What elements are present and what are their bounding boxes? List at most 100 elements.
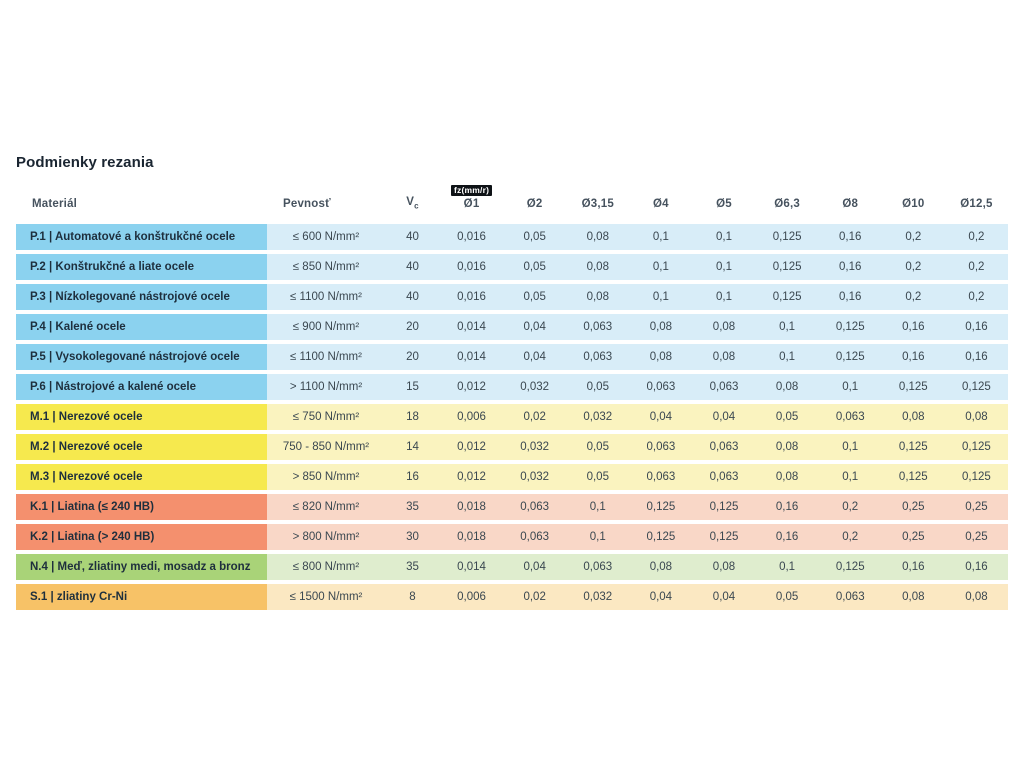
fz-cell-d8: 0,16 bbox=[902, 561, 925, 573]
material-cell: N.4 | Meď, zliatiny medi, mosadz a bronz bbox=[16, 554, 267, 580]
fz-cell-d6: 0,08 bbox=[775, 471, 799, 483]
fz-cell-d1: 0,014 bbox=[457, 561, 486, 573]
fz-cell-d5: 0,1 bbox=[715, 291, 732, 303]
material-cell: P.4 | Kalené ocele bbox=[16, 314, 267, 340]
vc-cell: 8 bbox=[409, 591, 416, 603]
fz-cell-d1: 0,016 bbox=[457, 291, 486, 303]
fz-cell-d4: 0,04 bbox=[649, 411, 673, 423]
fz-cell-d7: 0,1 bbox=[842, 441, 859, 453]
fz-cell-d2: 0,05 bbox=[523, 291, 546, 303]
fz-cell-d9: 0,16 bbox=[965, 561, 988, 573]
fz-cell-d3: 0,032 bbox=[583, 411, 613, 423]
material-cell: K.1 | Liatina (≤ 240 HB) bbox=[16, 494, 267, 520]
fz-cell-d9: 0,2 bbox=[968, 291, 985, 303]
column-header-diameter-3: Ø3,15 bbox=[581, 198, 614, 210]
fz-cell-d5: 0,04 bbox=[712, 591, 736, 603]
vc-cell: 14 bbox=[406, 441, 419, 453]
page-title: Podmienky rezania bbox=[16, 154, 154, 171]
fz-cell-d5: 0,063 bbox=[709, 381, 739, 393]
table-row-p-3: P.4 | Kalené ocele ≤ 900 N/mm² 20 0,014 0,04… bbox=[16, 314, 1008, 340]
vc-cell: 16 bbox=[406, 471, 419, 483]
fz-cell-d1: 0,014 bbox=[457, 321, 486, 333]
column-header-diameter-1: fz(mm/r) Ø1 bbox=[440, 184, 503, 214]
fz-cell-d4: 0,1 bbox=[652, 291, 669, 303]
fz-cell-d5: 0,08 bbox=[712, 351, 736, 363]
fz-cell-d3: 0,063 bbox=[583, 351, 613, 363]
material-cell: M.3 | Nerezové ocele bbox=[16, 464, 267, 490]
column-header-strength: Pevnosť bbox=[283, 198, 331, 210]
fz-cell-d6: 0,1 bbox=[779, 321, 796, 333]
vc-cell: 20 bbox=[406, 321, 419, 333]
fz-cell-d3: 0,032 bbox=[583, 591, 613, 603]
column-header-vc: Vc bbox=[406, 195, 419, 210]
table-row-p-5: P.6 | Nástrojové a kalené ocele > 1100 N/… bbox=[16, 374, 1008, 400]
fz-cell-d5: 0,08 bbox=[712, 321, 736, 333]
fz-cell-d5: 0,04 bbox=[712, 411, 736, 423]
material-cell: P.3 | Nízkolegované nástrojové ocele bbox=[16, 284, 267, 310]
fz-cell-d7: 0,125 bbox=[835, 351, 865, 363]
column-header-material: Materiál bbox=[32, 198, 78, 210]
vc-cell: 35 bbox=[406, 561, 419, 573]
material-cell: S.1 | zliatiny Cr-Ni bbox=[16, 584, 267, 610]
fz-cell-d3: 0,05 bbox=[586, 381, 609, 393]
fz-cell-d9: 0,125 bbox=[962, 471, 991, 483]
fz-cell-d7: 0,125 bbox=[835, 321, 865, 333]
fz-cell-d9: 0,25 bbox=[965, 501, 988, 513]
fz-cell-d8: 0,125 bbox=[898, 441, 928, 453]
fz-cell-d1: 0,018 bbox=[457, 501, 486, 513]
vc-cell: 40 bbox=[406, 231, 419, 243]
fz-cell-d6: 0,1 bbox=[779, 561, 796, 573]
fz-cell-d1: 0,006 bbox=[457, 411, 486, 423]
material-cell: K.2 | Liatina (> 240 HB) bbox=[16, 524, 267, 550]
fz-cell-d4: 0,125 bbox=[646, 501, 676, 513]
table-row-p-4: P.5 | Vysokolegované nástrojové ocele ≤ 1… bbox=[16, 344, 1008, 370]
fz-cell-d2: 0,032 bbox=[520, 381, 550, 393]
fz-cell-d9: 0,08 bbox=[965, 411, 988, 423]
fz-cell-d6: 0,16 bbox=[775, 501, 799, 513]
fz-cell-d2: 0,05 bbox=[523, 231, 546, 243]
fz-cell-d8: 0,125 bbox=[898, 381, 928, 393]
fz-cell-d4: 0,08 bbox=[649, 321, 673, 333]
fz-cell-d3: 0,063 bbox=[583, 561, 613, 573]
fz-cell-d7: 0,063 bbox=[835, 411, 865, 423]
table-body: P.1 | Automatové a konštrukčné ocele ≤ 60… bbox=[16, 224, 1008, 610]
vc-cell: 35 bbox=[406, 501, 419, 513]
fz-cell-d8: 0,25 bbox=[902, 501, 925, 513]
fz-cell-d4: 0,04 bbox=[649, 591, 673, 603]
fz-cell-d3: 0,063 bbox=[583, 321, 613, 333]
table-row-n-11: N.4 | Meď, zliatiny medi, mosadz a bronz… bbox=[16, 554, 1008, 580]
material-cell: M.2 | Nerezové ocele bbox=[16, 434, 267, 460]
fz-cell-d5: 0,125 bbox=[709, 531, 739, 543]
fz-cell-d2: 0,04 bbox=[523, 351, 546, 363]
fz-cell-d9: 0,25 bbox=[965, 531, 988, 543]
strength-cell: > 800 N/mm² bbox=[292, 531, 360, 543]
fz-cell-d2: 0,04 bbox=[523, 561, 546, 573]
strength-cell: ≤ 1100 N/mm² bbox=[290, 291, 362, 303]
fz-cell-d7: 0,16 bbox=[839, 291, 862, 303]
vc-cell: 40 bbox=[406, 261, 419, 273]
fz-cell-d3: 0,08 bbox=[586, 291, 609, 303]
material-cell: P.6 | Nástrojové a kalené ocele bbox=[16, 374, 267, 400]
fz-cell-d5: 0,063 bbox=[709, 471, 739, 483]
fz-cell-d8: 0,16 bbox=[902, 321, 925, 333]
strength-cell: ≤ 600 N/mm² bbox=[292, 231, 360, 243]
fz-cell-d3: 0,05 bbox=[586, 441, 609, 453]
fz-cell-d1: 0,006 bbox=[457, 591, 486, 603]
fz-cell-d9: 0,16 bbox=[965, 321, 988, 333]
fz-cell-d6: 0,125 bbox=[772, 231, 802, 243]
fz-cell-d2: 0,063 bbox=[520, 501, 550, 513]
fz-cell-d7: 0,125 bbox=[835, 561, 865, 573]
column-header-diameter-7: Ø8 bbox=[842, 198, 859, 210]
strength-cell: 750 - 850 N/mm² bbox=[282, 441, 370, 453]
fz-cell-d7: 0,063 bbox=[835, 591, 865, 603]
vc-cell: 20 bbox=[406, 351, 419, 363]
material-cell: P.5 | Vysokolegované nástrojové ocele bbox=[16, 344, 267, 370]
fz-cell-d4: 0,063 bbox=[646, 441, 676, 453]
strength-cell: ≤ 1500 N/mm² bbox=[289, 591, 363, 603]
vc-cell: 15 bbox=[406, 381, 419, 393]
table-row-k-10: K.2 | Liatina (> 240 HB) > 800 N/mm² 30 0,0… bbox=[16, 524, 1008, 550]
fz-cell-d9: 0,08 bbox=[965, 591, 988, 603]
vc-cell: 40 bbox=[406, 291, 419, 303]
fz-cell-d7: 0,16 bbox=[839, 231, 862, 243]
fz-cell-d7: 0,1 bbox=[842, 381, 859, 393]
